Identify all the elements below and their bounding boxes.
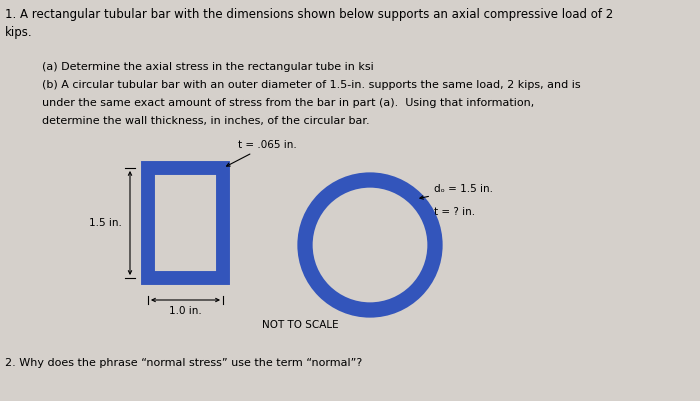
Text: (b) A circular tubular bar with an outer diameter of 1.5-in. supports the same l: (b) A circular tubular bar with an outer… — [42, 80, 580, 90]
Text: 2. Why does the phrase “normal stress” use the term “normal”?: 2. Why does the phrase “normal stress” u… — [5, 358, 363, 368]
Text: dₒ = 1.5 in.: dₒ = 1.5 in. — [420, 184, 493, 199]
Text: t = .065 in.: t = .065 in. — [227, 140, 297, 166]
Text: 1.0 in.: 1.0 in. — [169, 306, 202, 316]
Text: under the same exact amount of stress from the bar in part (a).  Using that info: under the same exact amount of stress fr… — [42, 98, 534, 108]
Text: NOT TO SCALE: NOT TO SCALE — [262, 320, 338, 330]
Text: 1.5 in.: 1.5 in. — [89, 218, 122, 228]
Text: kips.: kips. — [5, 26, 33, 39]
Circle shape — [305, 180, 435, 310]
Text: 1. A rectangular tubular bar with the dimensions shown below supports an axial c: 1. A rectangular tubular bar with the di… — [5, 8, 613, 21]
Text: t = ? in.: t = ? in. — [434, 207, 475, 217]
Text: determine the wall thickness, in inches, of the circular bar.: determine the wall thickness, in inches,… — [42, 116, 370, 126]
Bar — [148, 168, 223, 278]
Text: (a) Determine the axial stress in the rectangular tube in ksi: (a) Determine the axial stress in the re… — [42, 62, 374, 72]
